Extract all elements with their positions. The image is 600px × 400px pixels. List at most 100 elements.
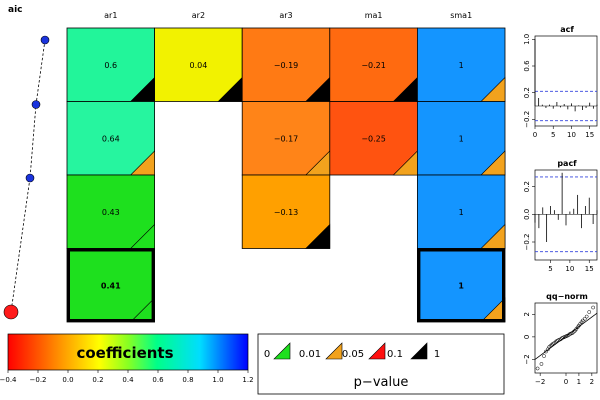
- aic-label: aic: [8, 5, 23, 15]
- heatmap-cell: 0.6: [66, 27, 155, 102]
- cell-value: 0.6: [104, 61, 117, 70]
- colorbar-tick-label: 0.6: [152, 376, 164, 384]
- colorbar-tick-label: 0.2: [92, 376, 103, 384]
- cell-fill: [416, 27, 506, 102]
- qq-point: [539, 362, 544, 366]
- cell-fill: [66, 248, 155, 323]
- acf-ytick-label: 0.2: [523, 87, 531, 98]
- cell-value: 0.43: [102, 208, 120, 217]
- heatmap-cell: 1: [416, 248, 506, 323]
- cell-value: 0.04: [189, 61, 207, 70]
- column-header-sma1: sma1: [450, 11, 472, 20]
- pacf-xtick-label: 10: [565, 265, 574, 273]
- cell-value: 0.64: [102, 134, 120, 143]
- acf-xtick-label: 15: [585, 131, 594, 139]
- qq-point: [542, 354, 546, 358]
- pacf-xtick-label: 15: [585, 265, 594, 273]
- cell-value: 1: [459, 134, 464, 143]
- colorbar-tick-label: 0.4: [122, 376, 134, 384]
- colorbar-tick-label: −0.2: [30, 376, 47, 384]
- qq-point: [566, 333, 571, 338]
- aic-panel: aic: [3, 5, 50, 320]
- coefficient-colorbar: coefficients −0.4 −0.2 0.0 0.2 0.4 0.6 0.8 1.0 1…: [0, 333, 254, 384]
- qq-norm-panel: qq−norm −2 0 1 2 −2 0 2: [523, 292, 598, 386]
- heatmap-cell: −0.25: [329, 101, 418, 176]
- colorbar-tick-label: 1.2: [242, 376, 253, 384]
- heatmap-cell: 1: [416, 101, 506, 176]
- heatmap: 0.6 0.04 −0.19 −0.21 1 0.64 −0.17 −0.25 1 0.43 −0.…: [66, 27, 506, 323]
- pvalue-legend-label: p−value: [354, 375, 409, 390]
- colorbar-gradient: [7, 333, 249, 371]
- qqnorm-xtick-label: −2: [535, 378, 545, 386]
- aic-point: [25, 173, 35, 183]
- pvalue-legend-box: [257, 333, 505, 395]
- qq-point: [548, 344, 553, 348]
- cell-fill: [416, 174, 506, 249]
- pvalue-break-label: 0.01: [299, 349, 321, 360]
- qq-point: [570, 331, 575, 335]
- acf-ytick-label: 0.6: [523, 60, 531, 72]
- cell-value: 0.41: [101, 281, 121, 290]
- qq-norm-title: qq−norm: [546, 292, 588, 301]
- aic-dashed-curve: [10, 39, 46, 313]
- cell-value: −0.17: [274, 134, 299, 143]
- qqnorm-xtick-label: 0: [564, 378, 568, 386]
- acf-ytick-label: −0.2: [523, 111, 531, 128]
- qq-point: [584, 314, 589, 319]
- colorbar-tick-label: −0.4: [0, 376, 17, 384]
- pvalue-break-label: 1: [434, 349, 440, 360]
- qqnorm-xtick-label: 2: [590, 378, 594, 386]
- cell-fill: [66, 174, 155, 249]
- pvalue-break-label: 0.1: [387, 349, 403, 360]
- pvalue-break-label: 0.05: [342, 349, 364, 360]
- qq-point: [571, 329, 576, 334]
- cell-fill: [241, 101, 331, 176]
- heatmap-cell: −0.21: [329, 27, 418, 102]
- qqnorm-ytick-label: 0: [523, 335, 531, 339]
- cell-value: −0.25: [361, 134, 386, 143]
- colorbar-label: coefficients: [76, 344, 173, 362]
- pacf-panel: pacf 5 10 15 −0.2 0.0 0.2: [523, 159, 598, 273]
- acf-title: acf: [560, 25, 574, 34]
- pvalue-swatch: [325, 342, 343, 360]
- heatmap-cell: 0.43: [66, 174, 155, 249]
- aic-best-point: [3, 304, 19, 320]
- cell-value: −0.13: [274, 208, 299, 217]
- cell-fill: [416, 101, 506, 176]
- qqnorm-ytick-label: 2: [523, 312, 531, 316]
- column-headers: ar1 ar2 ar3 ma1 sma1: [104, 11, 472, 20]
- cell-fill: [241, 174, 331, 249]
- column-header-ma1: ma1: [365, 11, 383, 20]
- column-header-ar1: ar1: [104, 11, 117, 20]
- qq-point: [552, 341, 557, 345]
- pvalue-swatch: [368, 342, 386, 360]
- qqnorm-ytick-label: −2: [523, 354, 531, 364]
- cell-value: 1: [459, 208, 464, 217]
- qq-point: [544, 349, 548, 354]
- cell-fill: [154, 27, 243, 102]
- cell-value: −0.19: [274, 61, 299, 70]
- qq-point: [553, 340, 558, 344]
- pvalue-triangle: [305, 223, 331, 249]
- pvalue-swatch: [410, 342, 428, 360]
- qqnorm-xtick-label: 1: [577, 378, 581, 386]
- heatmap-cell: −0.17: [241, 101, 331, 176]
- pacf-title: pacf: [557, 159, 577, 168]
- pacf-xtick-label: 5: [548, 265, 552, 273]
- acf-panel: acf 0 5 10 15 −0.2 0.2 0.6 1.0: [523, 25, 598, 139]
- pacf-ytick-label: 0.0: [523, 209, 531, 220]
- heatmap-cell: 0.04: [154, 27, 243, 102]
- qq-point: [547, 345, 552, 349]
- colorbar-tick-label: 1.0: [212, 376, 223, 384]
- heatmap-cell: −0.19: [241, 27, 331, 102]
- qq-point: [582, 316, 587, 321]
- pvalue-swatch: [273, 342, 291, 360]
- pacf-ytick-label: −0.2: [523, 234, 531, 251]
- acf-frame: [534, 35, 598, 127]
- selected-model-outline: [67, 248, 155, 322]
- acf-xtick-label: 0: [533, 131, 537, 139]
- heatmap-cell: 1: [416, 27, 506, 102]
- pvalue-legend: 0 0.01 0.05 0.1 1 p−value: [257, 333, 505, 395]
- acf-xtick-label: 10: [567, 131, 576, 139]
